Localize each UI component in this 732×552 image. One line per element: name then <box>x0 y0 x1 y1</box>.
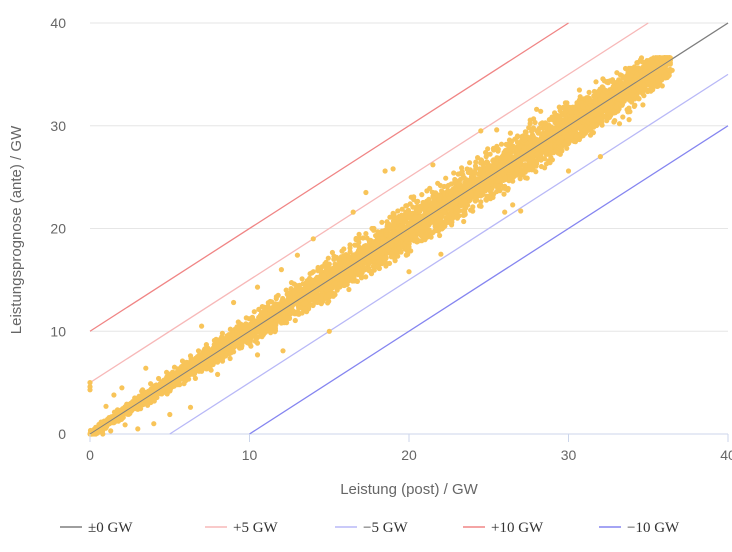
scatter-point <box>304 280 309 285</box>
scatter-point <box>479 204 484 209</box>
scatter-point <box>363 274 368 279</box>
scatter-point <box>525 176 530 181</box>
scatter-point <box>292 289 297 294</box>
scatter-point <box>228 356 233 361</box>
scatter-point <box>489 186 494 191</box>
scatter-point <box>566 127 571 132</box>
scatter-point <box>620 114 625 119</box>
scatter-point <box>494 155 499 160</box>
scatter-point <box>539 164 544 169</box>
scatter-point <box>577 87 582 92</box>
scatter-point <box>500 160 505 165</box>
scatter-point <box>479 189 484 194</box>
scatter-point <box>537 137 542 142</box>
scatter-point <box>333 281 338 286</box>
scatter-point <box>593 100 598 105</box>
scatter-point <box>454 206 459 211</box>
scatter-point <box>660 83 665 88</box>
scatter-point <box>617 96 622 101</box>
scatter-point <box>247 333 252 338</box>
scatter-point <box>452 177 457 182</box>
scatter-point <box>604 80 609 85</box>
scatter-point <box>501 192 506 197</box>
scatter-point <box>515 140 520 145</box>
scatter-point <box>528 118 533 123</box>
scatter-point <box>357 232 362 237</box>
scatter-point <box>632 104 637 109</box>
scatter-point <box>640 102 645 107</box>
scatter-point <box>449 188 454 193</box>
scatter-point <box>557 118 562 123</box>
scatter-point <box>587 90 592 95</box>
scatter-point <box>627 98 632 103</box>
scatter-point <box>433 222 438 227</box>
scatter-point <box>164 376 169 381</box>
scatter-point <box>505 147 510 152</box>
scatter-point <box>593 79 598 84</box>
scatter-point <box>629 68 634 73</box>
scatter-point <box>461 219 466 224</box>
scatter-point <box>365 236 370 241</box>
scatter-point <box>504 142 509 147</box>
scatter-point <box>614 70 619 75</box>
scatter-point <box>429 235 434 240</box>
scatter-point <box>385 247 390 252</box>
scatter-point <box>261 325 266 330</box>
scatter-point <box>395 254 400 259</box>
scatter-point <box>579 132 584 137</box>
scatter-point <box>517 162 522 167</box>
scatter-point <box>319 286 324 291</box>
scatter-point <box>572 139 577 144</box>
scatter-point <box>449 181 454 186</box>
scatter-point <box>220 338 225 343</box>
scatter-point <box>478 193 483 198</box>
scatter-point <box>334 265 339 270</box>
scatter-point <box>402 220 407 225</box>
scatter-point <box>293 318 298 323</box>
reference-line-2 <box>170 74 728 434</box>
scatter-point <box>366 259 371 264</box>
scatter-point <box>409 220 414 225</box>
scatter-point <box>458 177 463 182</box>
scatter-point <box>275 305 280 310</box>
scatter-point <box>456 172 461 177</box>
scatter-point <box>557 105 562 110</box>
scatter-point <box>485 160 490 165</box>
scatter-point <box>645 88 650 93</box>
scatter-point <box>548 155 553 160</box>
scatter-point <box>417 208 422 213</box>
scatter-point <box>611 119 616 124</box>
scatter-point <box>485 170 490 175</box>
scatter-point <box>526 153 531 158</box>
scatter-point <box>496 147 501 152</box>
scatter-point <box>503 175 508 180</box>
scatter-point <box>442 197 447 202</box>
scatter-point <box>527 159 532 164</box>
scatter-point <box>608 101 613 106</box>
scatter-point <box>568 118 573 123</box>
scatter-point <box>513 150 518 155</box>
reference-line-1 <box>90 23 648 383</box>
scatter-point <box>471 174 476 179</box>
scatter-point <box>473 195 478 200</box>
scatter-point <box>410 205 415 210</box>
scatter-point <box>568 109 573 114</box>
scatter-point <box>635 60 640 65</box>
scatter-point <box>383 263 388 268</box>
scatter-point <box>589 104 594 109</box>
scatter-point <box>302 301 307 306</box>
scatter-point <box>639 55 644 60</box>
scatter-point <box>473 160 478 165</box>
scatter-point <box>409 211 414 216</box>
scatter-point <box>437 233 442 238</box>
scatter-point <box>552 127 557 132</box>
scatter-point <box>508 131 513 136</box>
scatter-point <box>588 133 593 138</box>
